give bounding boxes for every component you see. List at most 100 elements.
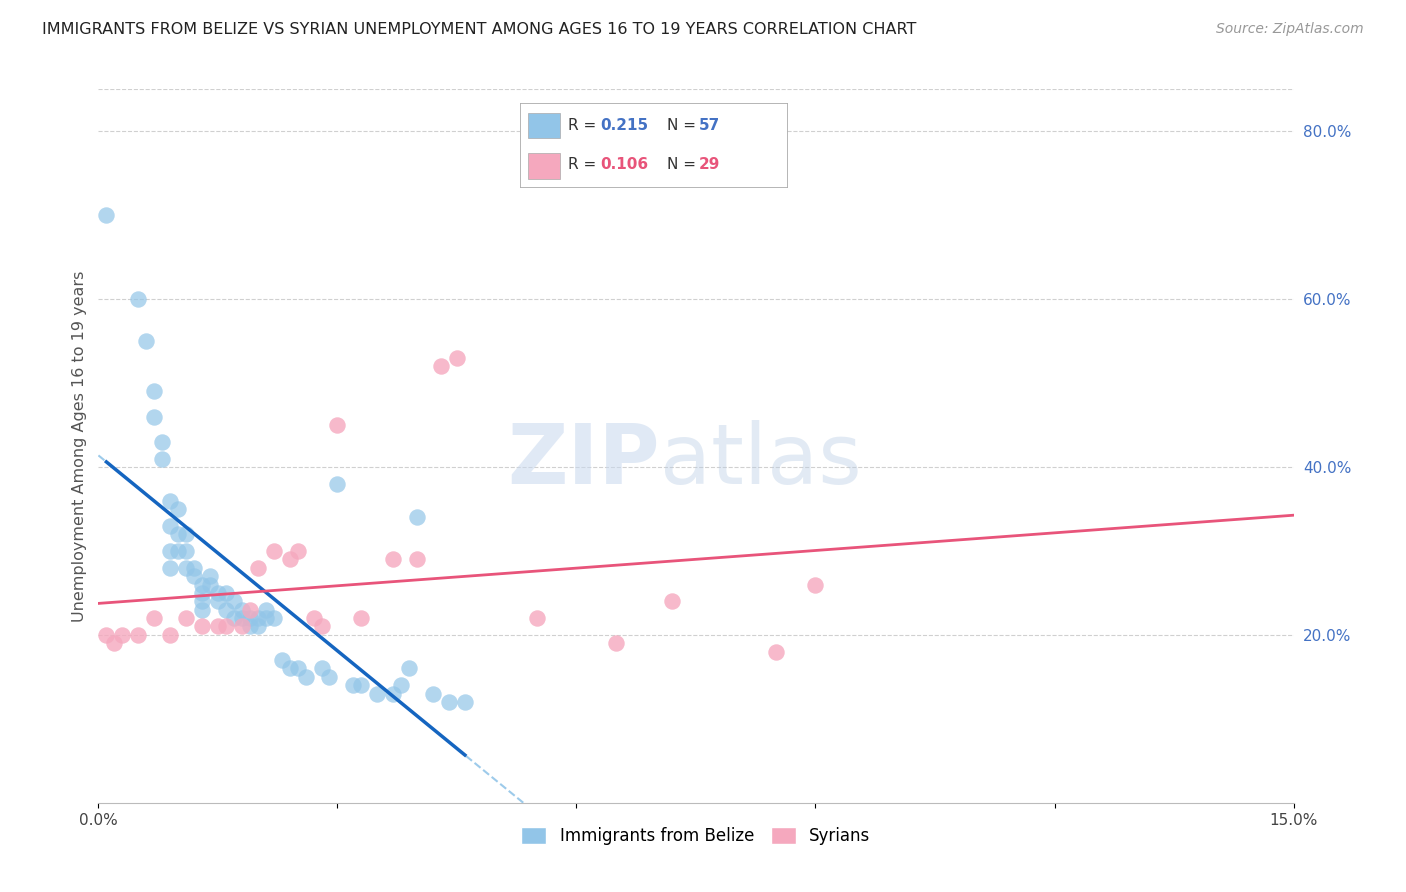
Point — [159, 493, 181, 508]
Point — [231, 619, 253, 633]
Point — [103, 636, 125, 650]
Point — [246, 560, 269, 574]
Point — [191, 594, 214, 608]
Text: 0.106: 0.106 — [600, 157, 648, 172]
Point — [222, 594, 245, 608]
Point — [159, 560, 181, 574]
Point — [150, 434, 173, 449]
Point — [287, 661, 309, 675]
Point — [174, 560, 197, 574]
Point — [198, 577, 221, 591]
Point — [167, 527, 190, 541]
Point — [143, 611, 166, 625]
Point — [207, 594, 229, 608]
Point — [111, 628, 134, 642]
Text: 0.215: 0.215 — [600, 118, 648, 133]
Point — [366, 687, 388, 701]
Text: IMMIGRANTS FROM BELIZE VS SYRIAN UNEMPLOYMENT AMONG AGES 16 TO 19 YEARS CORRELAT: IMMIGRANTS FROM BELIZE VS SYRIAN UNEMPLO… — [42, 22, 917, 37]
Point — [526, 611, 548, 625]
Point — [263, 544, 285, 558]
Point — [302, 611, 325, 625]
Y-axis label: Unemployment Among Ages 16 to 19 years: Unemployment Among Ages 16 to 19 years — [72, 270, 87, 622]
Point — [311, 619, 333, 633]
Point — [278, 552, 301, 566]
FancyBboxPatch shape — [529, 112, 561, 138]
Point — [231, 603, 253, 617]
Point — [389, 678, 412, 692]
Text: Source: ZipAtlas.com: Source: ZipAtlas.com — [1216, 22, 1364, 37]
Point — [382, 552, 405, 566]
Point — [263, 611, 285, 625]
Point — [239, 619, 262, 633]
Point — [174, 611, 197, 625]
Point — [198, 569, 221, 583]
Point — [222, 611, 245, 625]
Point — [278, 661, 301, 675]
Point — [150, 451, 173, 466]
Point — [350, 678, 373, 692]
Point — [239, 611, 262, 625]
Text: 29: 29 — [699, 157, 721, 172]
Point — [215, 586, 238, 600]
Text: N =: N = — [668, 157, 702, 172]
Point — [159, 544, 181, 558]
Text: atlas: atlas — [661, 420, 862, 500]
Point — [239, 603, 262, 617]
Point — [183, 569, 205, 583]
Point — [446, 351, 468, 365]
Point — [143, 384, 166, 399]
Point — [246, 619, 269, 633]
Text: ZIP: ZIP — [508, 420, 661, 500]
Point — [127, 628, 149, 642]
Point — [326, 417, 349, 432]
Text: N =: N = — [668, 118, 702, 133]
Point — [605, 636, 627, 650]
Point — [350, 611, 373, 625]
Point — [318, 670, 340, 684]
Point — [191, 619, 214, 633]
Point — [765, 645, 787, 659]
Point — [661, 594, 683, 608]
Text: R =: R = — [568, 157, 602, 172]
Point — [246, 611, 269, 625]
Point — [96, 628, 118, 642]
Point — [430, 359, 453, 374]
Point — [127, 292, 149, 306]
Point — [254, 611, 277, 625]
Point — [215, 603, 238, 617]
Point — [382, 687, 405, 701]
Point — [287, 544, 309, 558]
Point — [342, 678, 364, 692]
Point — [454, 695, 477, 709]
Point — [270, 653, 292, 667]
Point — [406, 552, 429, 566]
Point — [207, 619, 229, 633]
Point — [398, 661, 420, 675]
Point — [174, 527, 197, 541]
Point — [294, 670, 316, 684]
Point — [326, 476, 349, 491]
Point — [159, 628, 181, 642]
Text: R =: R = — [568, 118, 602, 133]
Point — [191, 577, 214, 591]
Point — [191, 603, 214, 617]
Point — [167, 502, 190, 516]
Text: 57: 57 — [699, 118, 720, 133]
Point — [406, 510, 429, 524]
Point — [183, 560, 205, 574]
Point — [254, 603, 277, 617]
Legend: Immigrants from Belize, Syrians: Immigrants from Belize, Syrians — [515, 820, 877, 852]
Point — [422, 687, 444, 701]
Point — [437, 695, 460, 709]
Point — [135, 334, 157, 348]
Point — [191, 586, 214, 600]
FancyBboxPatch shape — [529, 153, 561, 178]
Point — [167, 544, 190, 558]
Point — [215, 619, 238, 633]
Point — [159, 518, 181, 533]
Point — [207, 586, 229, 600]
Point — [231, 611, 253, 625]
Point — [96, 208, 118, 222]
Point — [143, 409, 166, 424]
Point — [804, 577, 827, 591]
